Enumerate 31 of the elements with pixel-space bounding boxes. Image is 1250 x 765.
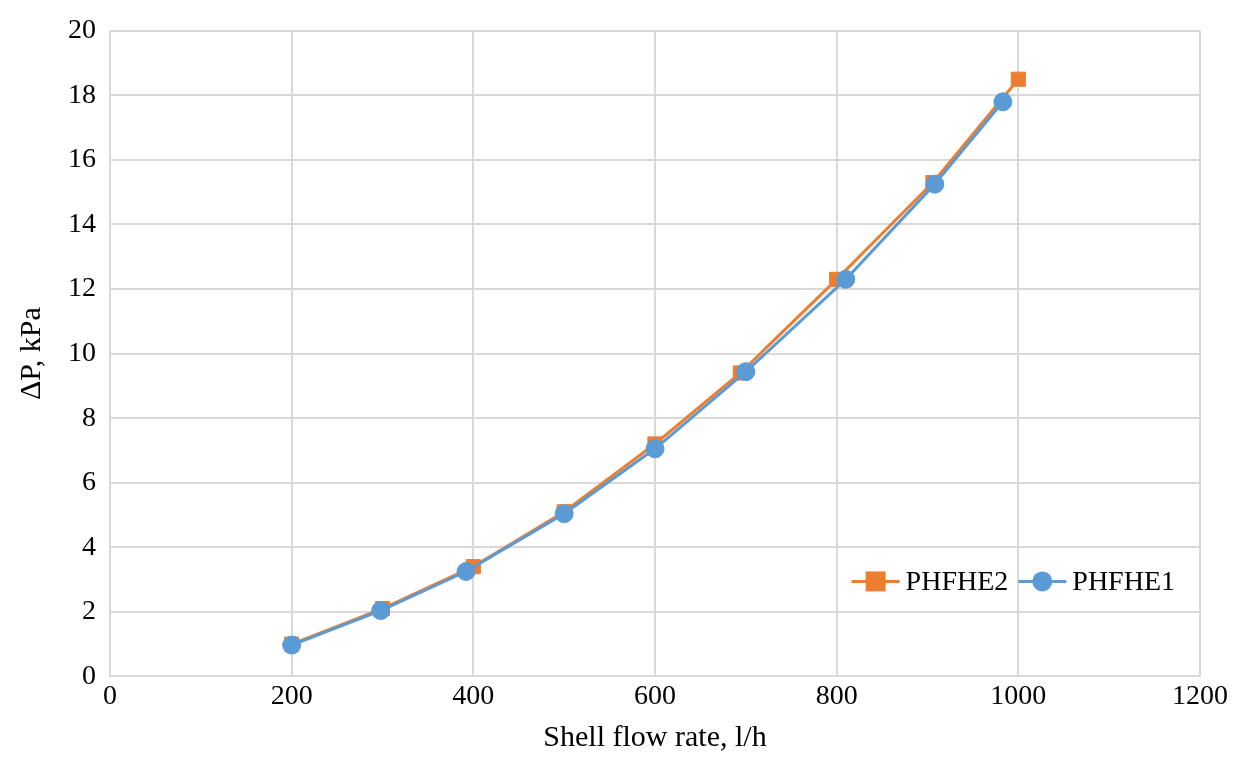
x-tick-label: 1000 bbox=[990, 678, 1047, 710]
x-tick-label: 1200 bbox=[1172, 678, 1228, 710]
point bbox=[371, 601, 391, 621]
y-tick-label: 14 bbox=[68, 206, 96, 238]
x-tick-label: 400 bbox=[452, 678, 495, 710]
y-tick-label: 10 bbox=[68, 335, 96, 367]
point bbox=[925, 174, 945, 194]
point bbox=[993, 92, 1013, 112]
y-tick-label: 12 bbox=[68, 271, 96, 303]
y-tick-label: 6 bbox=[82, 465, 96, 497]
x-tick-label: 800 bbox=[815, 678, 858, 710]
point bbox=[456, 561, 476, 581]
y-axis-title: ΔP, kPa bbox=[12, 307, 46, 400]
point bbox=[736, 362, 756, 382]
y-tick-label: 20 bbox=[68, 13, 96, 45]
x-tick-label: 0 bbox=[103, 678, 117, 710]
y-tick-label: 2 bbox=[82, 594, 96, 626]
legend-label: PHFHE1 bbox=[1072, 564, 1176, 596]
x-axis-title: Shell flow rate, l/h bbox=[543, 718, 767, 752]
point bbox=[1010, 71, 1026, 87]
point bbox=[554, 504, 574, 524]
y-tick-label: 8 bbox=[82, 400, 96, 432]
point bbox=[645, 439, 665, 459]
y-tick-label: 16 bbox=[68, 142, 96, 174]
legend-label: PHFHE2 bbox=[905, 564, 1009, 596]
y-tick-label: 18 bbox=[68, 77, 96, 109]
y-tick-label: 0 bbox=[82, 658, 96, 690]
x-tick-label: 200 bbox=[270, 678, 313, 710]
point bbox=[836, 269, 856, 289]
x-tick-label: 600 bbox=[634, 678, 676, 710]
y-tick-label: 4 bbox=[82, 529, 96, 561]
